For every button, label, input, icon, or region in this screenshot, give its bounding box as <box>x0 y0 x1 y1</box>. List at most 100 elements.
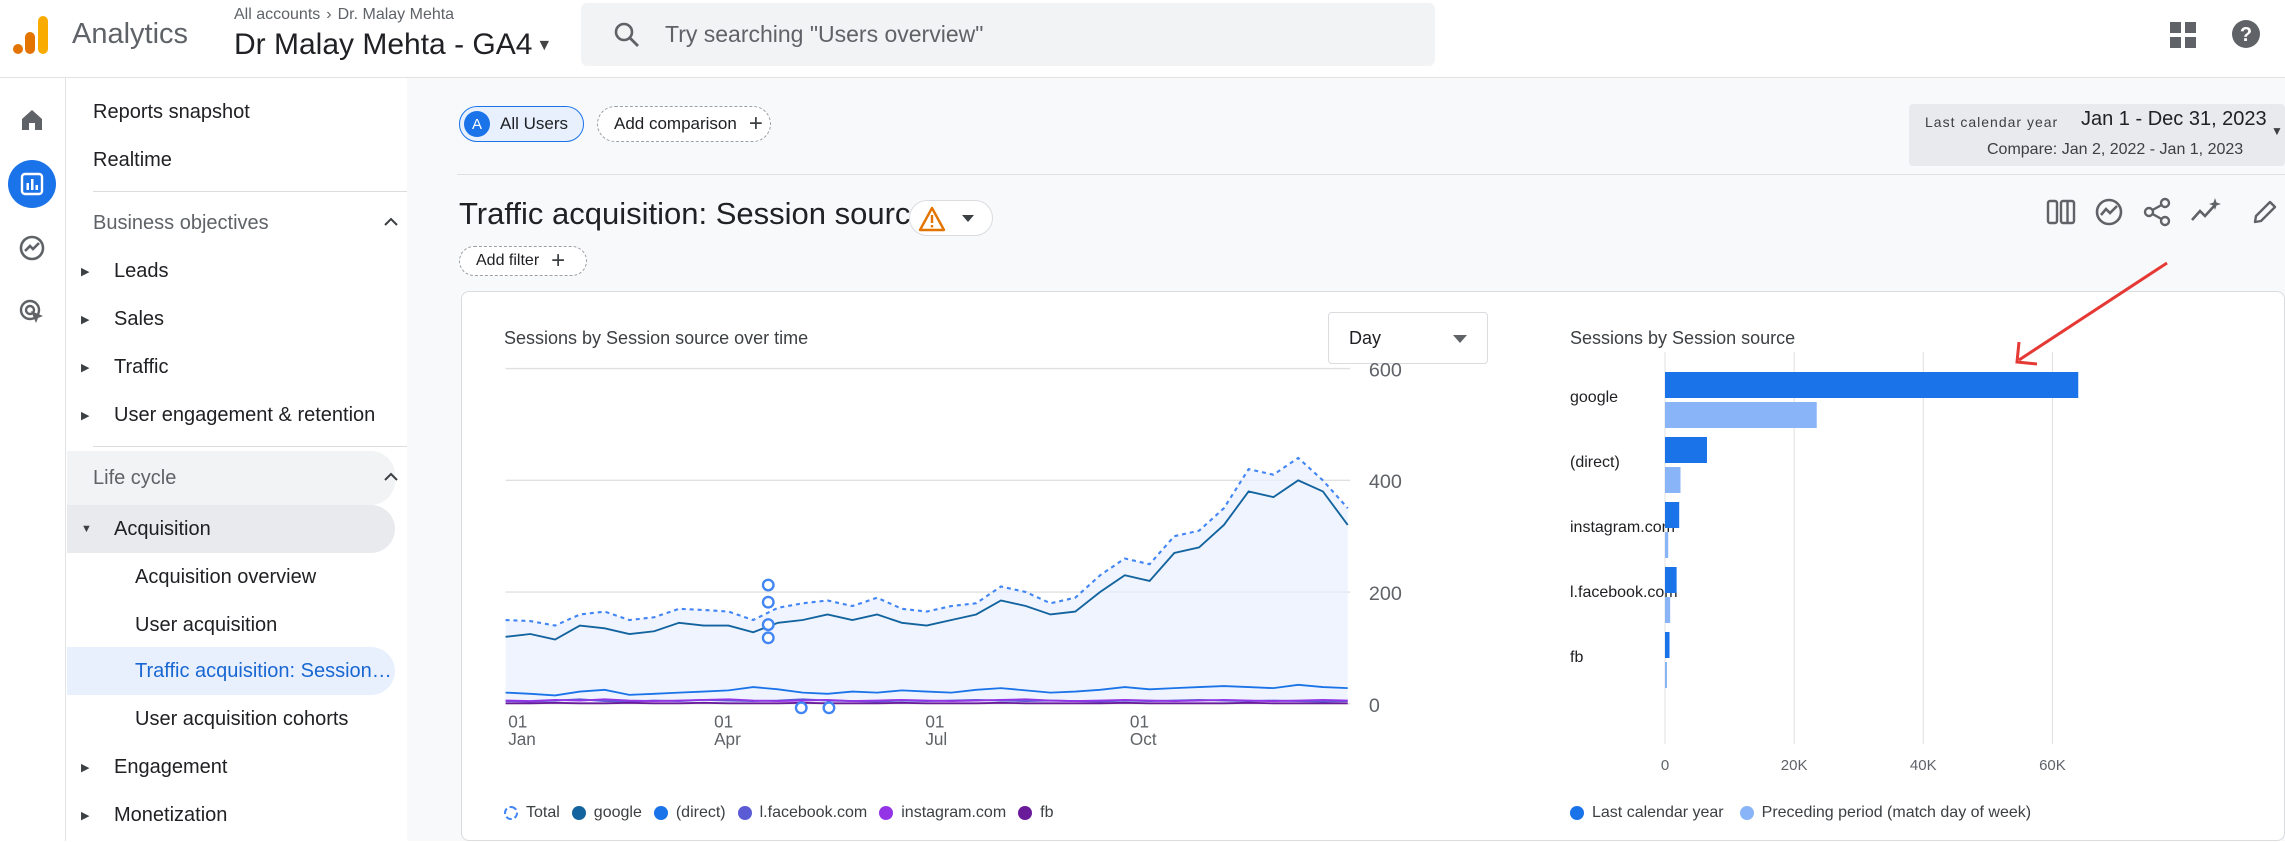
nav-realtime[interactable]: Realtime <box>93 137 421 183</box>
date-range-picker[interactable]: Last calendar year Jan 1 - Dec 31, 2023 … <box>1909 104 2285 166</box>
annotation-marker <box>822 701 836 715</box>
nav-leads[interactable]: ▶ Leads <box>67 248 395 294</box>
bar-current <box>1665 502 1680 528</box>
area-fill-total <box>505 457 1348 704</box>
bar-current <box>1665 372 2079 398</box>
bar-current <box>1665 437 1707 463</box>
home-icon[interactable] <box>8 96 56 144</box>
nav-user-acquisition[interactable]: User acquisition <box>67 602 395 648</box>
nav-label: Monetization <box>114 803 228 826</box>
apps-grid-icon[interactable] <box>2168 20 2198 50</box>
legend-label: fb <box>1040 804 1054 821</box>
annotation-marker <box>761 595 775 609</box>
x-tick-label: 40K <box>1910 757 1937 774</box>
section-highlight <box>67 451 395 505</box>
breadcrumb-all-accounts[interactable]: All accounts <box>234 6 321 23</box>
add-filter-button[interactable]: Add filter + <box>459 246 587 276</box>
plus-icon: + <box>551 247 566 274</box>
reports-icon[interactable] <box>8 160 56 208</box>
category-label: l.facebook.com <box>1570 584 1678 601</box>
charts-card: Sessions by Session source over time Day… <box>461 291 2285 841</box>
help-icon[interactable]: ? <box>2230 18 2262 50</box>
bar-chart[interactable]: 0 20K 40K 60K google (direct) instagram.com l.f… <box>1562 292 2282 842</box>
legend-swatch-lfacebook <box>737 806 752 820</box>
share-icon[interactable] <box>2141 196 2173 228</box>
legend-swatch-fb <box>1018 806 1033 820</box>
bar-preceding <box>1665 467 1681 493</box>
compare-range: Compare: Jan 2, 2022 - Jan 1, 2023 <box>1987 141 2244 158</box>
expand-arrow-icon: ▶ <box>81 409 90 422</box>
annotation-marker <box>761 618 775 632</box>
caret-down-icon: ▼ <box>2271 124 2283 138</box>
expand-arrow-icon: ▶ <box>81 761 90 774</box>
x-tick-month: Jan <box>508 729 536 749</box>
nav-traffic[interactable]: ▶ Traffic <box>67 344 395 390</box>
legend-label: Preceding period (match day of week) <box>1761 804 2032 821</box>
segment-chip[interactable]: A All Users <box>459 106 584 142</box>
add-comparison-button[interactable]: Add comparison + <box>597 106 771 142</box>
series-line-google <box>505 479 1349 641</box>
property-name: Dr Malay Mehta - GA4 <box>234 28 533 61</box>
page-title: Traffic acquisition: Session source <box>459 196 928 231</box>
section-life-cycle[interactable]: Life cycle <box>93 451 421 505</box>
data-quality-button[interactable] <box>909 200 993 236</box>
section-label: Life cycle <box>93 466 177 489</box>
y-tick-label: 600 <box>1369 359 1402 381</box>
nav-label: Leads <box>114 259 169 282</box>
insights-icon[interactable] <box>2093 196 2125 228</box>
nav-reports-snapshot[interactable]: Reports snapshot <box>93 89 421 135</box>
analytics-logo[interactable] <box>12 14 52 56</box>
edit-icon[interactable] <box>2249 196 2281 228</box>
nav-acquisition[interactable]: ▼ Acquisition <box>67 506 395 552</box>
legend-swatch-current <box>1570 806 1584 820</box>
series-line-instagramcom <box>505 698 1348 702</box>
nav-label: Acquisition <box>114 517 211 540</box>
active-highlight <box>67 647 395 695</box>
nav-label: Traffic acquisition: Session… <box>135 659 392 682</box>
nav-user-acquisition-cohorts[interactable]: User acquisition cohorts <box>67 696 395 742</box>
section-business-objectives[interactable]: Business objectives <box>93 196 421 250</box>
customize-report-icon[interactable] <box>2045 196 2077 228</box>
granularity-select[interactable]: Day <box>1328 312 1488 364</box>
plus-icon: + <box>748 110 763 137</box>
property-selector[interactable]: Dr Malay Mehta - GA4 ▼ <box>234 28 552 62</box>
nav-label: Acquisition overview <box>135 565 317 588</box>
legend-label: l.facebook.com <box>759 804 868 821</box>
annotation-arrow <box>2015 261 2168 366</box>
add-comparison-label: Add comparison <box>614 114 737 133</box>
legend-swatch-instagram <box>879 806 894 820</box>
bar-current <box>1665 567 1677 593</box>
main-content: A All Users Add comparison + Last calenda… <box>407 78 2285 841</box>
search-bar[interactable] <box>581 3 1435 66</box>
legend-label: instagram.com <box>901 804 1007 821</box>
legend-swatch-direct <box>653 806 668 820</box>
category-label: instagram.com <box>1570 519 1675 536</box>
bar-preceding <box>1665 662 1667 688</box>
advertising-icon[interactable] <box>8 288 56 336</box>
series-line-fb <box>505 701 1348 705</box>
breadcrumb-account[interactable]: Dr. Malay Mehta <box>337 6 455 23</box>
search-icon <box>614 22 639 47</box>
search-input[interactable] <box>665 3 1405 66</box>
divider <box>93 191 445 192</box>
nav-traffic-acquisition[interactable]: Traffic acquisition: Session… <box>67 648 395 694</box>
series-line-direct <box>505 683 1348 697</box>
trend-sparkle-icon[interactable] <box>2189 196 2221 228</box>
nav-acquisition-overview[interactable]: Acquisition overview <box>67 554 395 600</box>
breadcrumb[interactable]: All accounts › Dr. Malay Mehta <box>234 6 454 24</box>
expand-arrow-icon: ▶ <box>81 809 90 822</box>
nav-label: User acquisition <box>135 613 278 636</box>
nav-user-engagement[interactable]: ▶ User engagement & retention <box>67 392 395 438</box>
report-sidebar: Reports snapshot Realtime Business objec… <box>67 78 445 841</box>
bar-current <box>1665 632 1670 658</box>
explore-icon[interactable] <box>8 224 56 272</box>
legend-label: google <box>593 804 642 821</box>
svg-text:?: ? <box>2240 24 2252 46</box>
nav-monetization[interactable]: ▶ Monetization <box>67 792 395 838</box>
y-tick-label: 200 <box>1369 583 1402 605</box>
category-label: fb <box>1570 649 1583 666</box>
nav-sales[interactable]: ▶ Sales <box>67 296 395 342</box>
bar-preceding <box>1665 532 1669 558</box>
nav-engagement[interactable]: ▶ Engagement <box>67 744 395 790</box>
